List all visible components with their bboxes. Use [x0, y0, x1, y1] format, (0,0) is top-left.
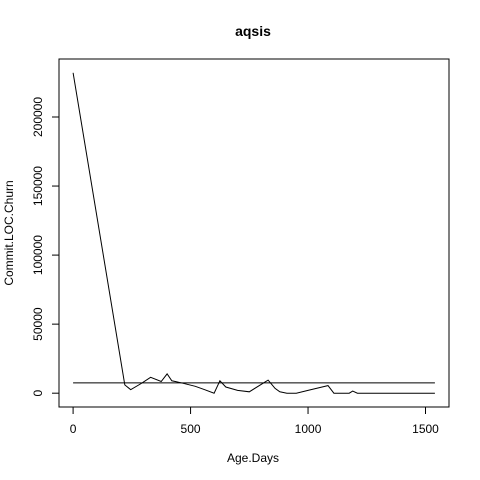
series-line	[72, 72, 435, 394]
plot-frame	[58, 58, 450, 408]
chart-title: aqsis	[235, 23, 271, 39]
y-tick-label: 150000	[31, 166, 45, 206]
x-tick-label: 1000	[295, 422, 322, 436]
x-axis-label: Age.Days	[227, 451, 279, 465]
y-tick-label: 100000	[31, 235, 45, 275]
y-tick-label: 50000	[31, 307, 45, 341]
y-axis-label: Commit.LOC.Churn	[2, 180, 16, 285]
x-axis: 0 500 1000 1500	[70, 407, 439, 436]
x-tick-label: 0	[70, 422, 77, 436]
x-tick-label: 1500	[412, 422, 439, 436]
y-tick-label: 0	[31, 390, 45, 397]
y-tick-label: 200000	[31, 97, 45, 137]
y-axis: 0 50000 100000 150000 200000	[31, 97, 59, 397]
x-tick-label: 500	[181, 422, 201, 436]
